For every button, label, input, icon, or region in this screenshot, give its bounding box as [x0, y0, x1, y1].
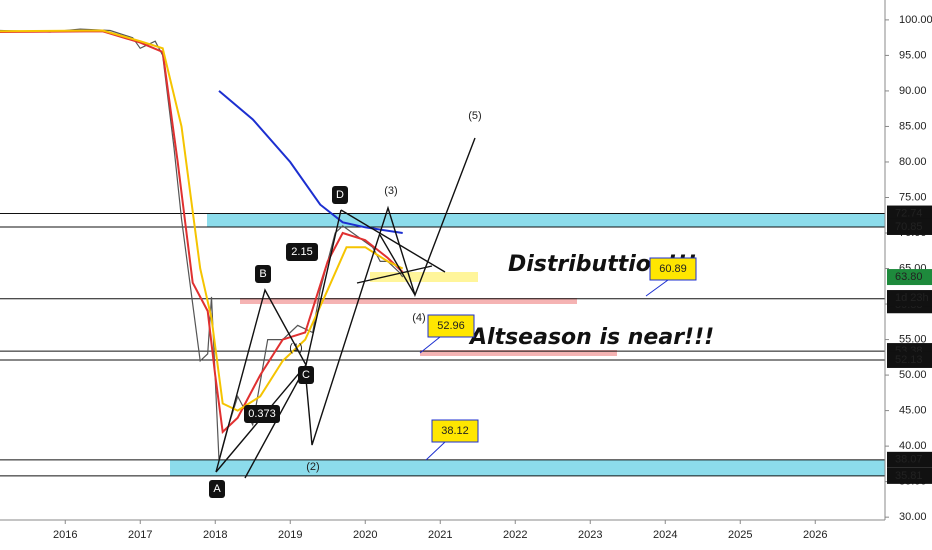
price-label: 72.74 — [895, 207, 923, 219]
annotation: D — [336, 189, 344, 201]
x-tick-label: 2026 — [803, 529, 827, 541]
zone — [420, 350, 617, 356]
price-label: 52.13 — [895, 354, 923, 366]
annotation: 2.15 — [291, 246, 312, 258]
wave-line — [356, 265, 433, 284]
label-box — [255, 265, 271, 283]
series-line — [218, 90, 403, 234]
x-tick-label: 2018 — [203, 529, 227, 541]
annotation: B — [259, 268, 266, 280]
label-box — [298, 366, 314, 384]
y-tick-label: 45.00 — [899, 405, 927, 417]
price-label-box — [887, 269, 932, 286]
price-label: 63.80 — [895, 271, 923, 283]
labels: A B C D 2.15 0.373 — [209, 186, 348, 498]
label-box — [209, 480, 225, 498]
callout-box — [649, 257, 697, 281]
zone — [370, 272, 478, 282]
x-tick-label: 2017 — [128, 529, 152, 541]
y-tick-label: 90.00 — [899, 85, 927, 97]
series-line — [0, 30, 404, 434]
x-tick-label: 2021 — [428, 529, 452, 541]
x-tick-label: 2022 — [503, 529, 527, 541]
zone — [240, 298, 577, 304]
label-box — [244, 405, 280, 423]
callout: 52.96 — [437, 320, 465, 332]
annotation: A — [213, 483, 221, 495]
y-tick-label: 40.00 — [899, 440, 927, 452]
price-label-box — [887, 451, 932, 468]
y-tick-label: 80.00 — [899, 156, 927, 168]
x-tick-label: 2020 — [353, 529, 377, 541]
price-label-box — [887, 290, 932, 307]
annotation: C — [302, 369, 310, 381]
y-tick-label: 75.00 — [899, 191, 927, 203]
label-box — [286, 243, 318, 261]
y-tick-label: 30.00 — [899, 511, 927, 523]
x-tick-label: 2019 — [278, 529, 302, 541]
callouts: 60.89 52.96 38.12 — [419, 257, 697, 461]
callout-box — [431, 419, 479, 443]
annotation: Altseason is near!!! — [468, 325, 714, 350]
y-tick-label: 55.00 — [899, 333, 927, 345]
annotation: 0.373 — [248, 408, 276, 420]
price-label-box — [887, 205, 932, 222]
x-tick-label: 2016 — [53, 529, 77, 541]
x-tick-label: 2025 — [728, 529, 752, 541]
wave-label: (1) — [289, 342, 302, 354]
price-label-box — [887, 351, 932, 368]
price-label: 1d 23h — [895, 292, 929, 304]
wave-label: (3) — [384, 185, 397, 197]
zones — [170, 213, 885, 476]
wave-label: (2) — [306, 461, 319, 473]
callout-pointer — [419, 336, 441, 354]
zone — [170, 460, 885, 476]
wave-line — [340, 209, 446, 273]
x-tick-label: 2024 — [653, 529, 677, 541]
wave-line — [244, 137, 476, 479]
wave-label: (4) — [412, 312, 425, 324]
abcd-line — [215, 209, 342, 473]
label-box — [332, 186, 348, 204]
price-label-box — [887, 218, 932, 235]
price-label-box — [887, 467, 932, 484]
y-tick-label: 95.00 — [899, 49, 927, 61]
callout-pointer — [425, 441, 446, 461]
zone — [207, 213, 885, 227]
y-tick-label: 50.00 — [899, 369, 927, 381]
callout-box — [427, 314, 475, 338]
callout-pointer — [645, 279, 669, 297]
x-tick-label: 2023 — [578, 529, 602, 541]
wave-line — [379, 234, 416, 296]
callout: 38.12 — [441, 425, 469, 437]
callout: 60.89 — [659, 263, 687, 275]
series-line — [0, 28, 404, 461]
price-label: 38.07 — [895, 454, 923, 466]
y-tick-label: 85.00 — [899, 120, 927, 132]
series-line — [0, 29, 404, 412]
price-label: 70.85 — [895, 221, 923, 233]
wave-label: (5) — [468, 110, 481, 122]
price-label: 35.81 — [895, 470, 923, 482]
y-tick-label: 100.00 — [899, 14, 932, 26]
